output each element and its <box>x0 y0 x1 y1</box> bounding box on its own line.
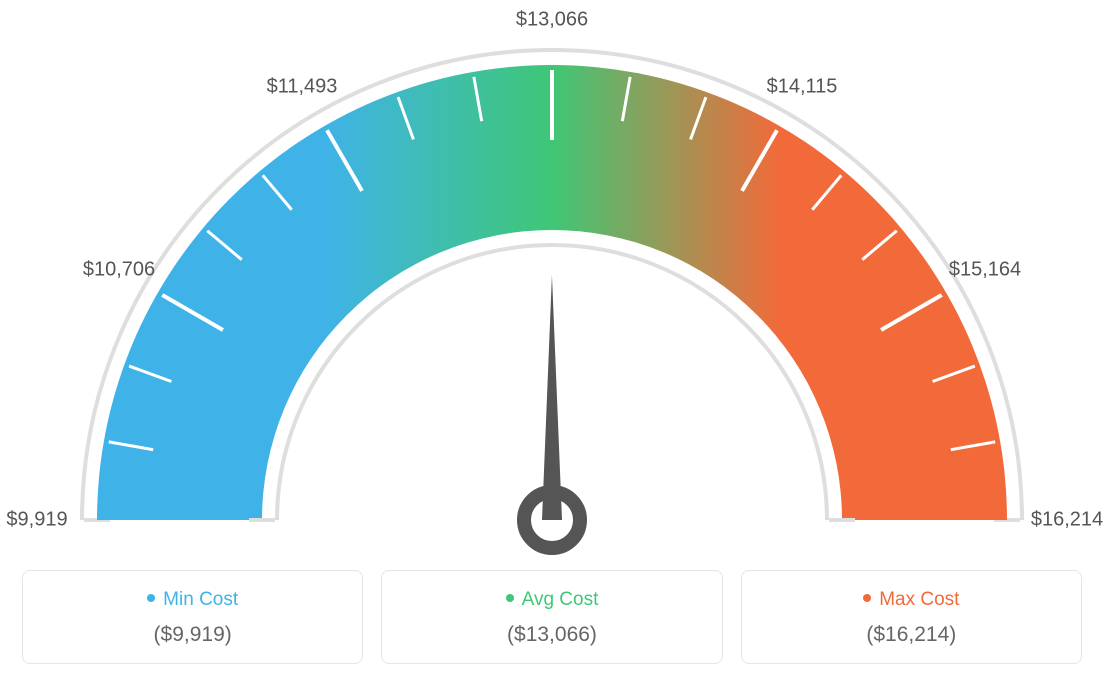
legend-max-value: ($16,214) <box>752 623 1071 647</box>
legend-min-title: Min Cost <box>33 589 352 611</box>
legend-max-title: Max Cost <box>752 589 1071 611</box>
legend-row: Min Cost ($9,919) Avg Cost ($13,066) Max… <box>22 570 1082 664</box>
legend-avg: Avg Cost ($13,066) <box>381 570 722 664</box>
legend-max: Max Cost ($16,214) <box>741 570 1082 664</box>
dot-icon <box>506 594 514 602</box>
legend-avg-value: ($13,066) <box>392 623 711 647</box>
gauge-tick-label: $16,214 <box>1031 509 1103 532</box>
gauge-tick-label: $13,066 <box>516 9 588 32</box>
gauge-tick-label: $15,164 <box>949 259 1021 282</box>
gauge-tick-label: $14,115 <box>767 75 838 98</box>
legend-min: Min Cost ($9,919) <box>22 570 363 664</box>
dot-icon <box>147 594 155 602</box>
gauge-svg <box>22 20 1082 560</box>
gauge-tick-label: $9,919 <box>6 509 67 532</box>
legend-avg-title: Avg Cost <box>392 589 711 611</box>
dot-icon <box>863 594 871 602</box>
gauge-tick-label: $10,706 <box>83 259 155 282</box>
legend-min-title-text: Min Cost <box>163 589 238 610</box>
legend-min-value: ($9,919) <box>33 623 352 647</box>
legend-max-title-text: Max Cost <box>879 589 959 610</box>
cost-gauge: $9,919$10,706$11,493$13,066$14,115$15,16… <box>22 20 1082 560</box>
legend-avg-title-text: Avg Cost <box>522 589 599 610</box>
gauge-tick-label: $11,493 <box>267 75 338 98</box>
